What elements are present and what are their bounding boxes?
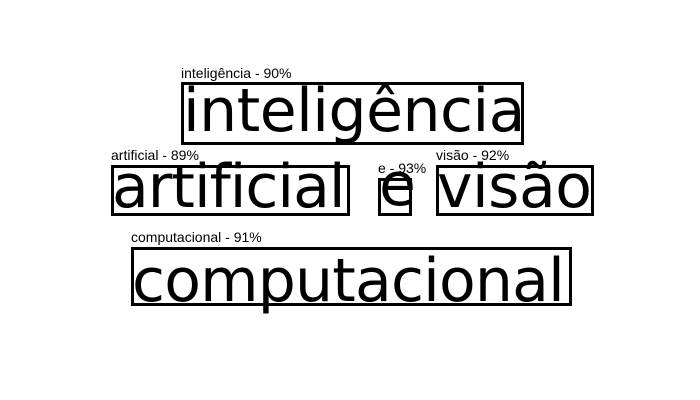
detected-word: e	[379, 150, 416, 220]
detected-word: inteligência	[183, 76, 525, 146]
detected-word: visão	[437, 152, 592, 222]
detection-label: inteligência - 90%	[181, 65, 292, 81]
bounding-box	[111, 165, 350, 216]
bounding-box	[181, 82, 524, 145]
detection-label: computacional - 91%	[131, 229, 262, 245]
bounding-box	[378, 178, 412, 216]
detection-label: artificial - 89%	[111, 147, 199, 163]
detection-label: visão - 92%	[436, 147, 510, 163]
detected-word: artificial	[112, 152, 346, 222]
detection-label: e - 93%	[378, 160, 427, 176]
detected-word: computacional	[132, 246, 565, 316]
bounding-box	[436, 165, 594, 216]
bounding-box	[131, 247, 572, 306]
